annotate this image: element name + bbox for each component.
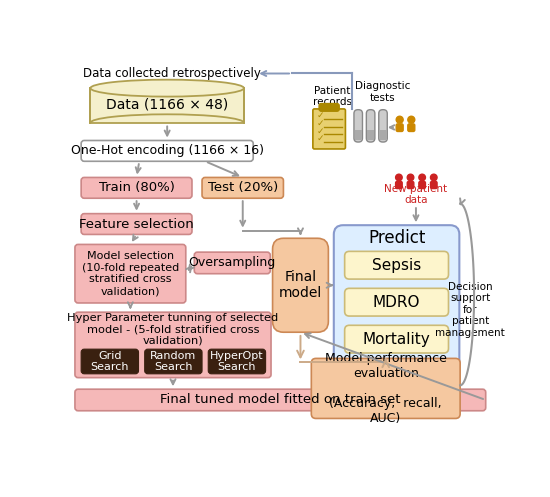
Circle shape [431, 174, 437, 181]
FancyBboxPatch shape [208, 349, 266, 374]
FancyBboxPatch shape [319, 103, 339, 111]
Text: Sepsis: Sepsis [372, 258, 421, 273]
FancyBboxPatch shape [408, 124, 415, 132]
Bar [355, 130, 362, 141]
FancyBboxPatch shape [419, 181, 426, 188]
Text: MDRO: MDRO [373, 295, 420, 310]
FancyBboxPatch shape [345, 251, 448, 279]
FancyBboxPatch shape [354, 110, 362, 142]
Text: Model selection
(10-fold repeated
stratified cross
validation): Model selection (10-fold repeated strati… [82, 251, 179, 296]
Circle shape [407, 174, 414, 181]
FancyBboxPatch shape [145, 349, 202, 374]
Circle shape [395, 174, 402, 181]
FancyBboxPatch shape [396, 124, 403, 132]
Text: ✓: ✓ [317, 134, 324, 143]
FancyBboxPatch shape [81, 349, 139, 374]
FancyBboxPatch shape [273, 238, 328, 332]
Bar [367, 130, 374, 141]
Text: Predict: Predict [368, 229, 425, 248]
Text: Final tuned model fitted on train set: Final tuned model fitted on train set [160, 394, 400, 407]
Text: Train (80%): Train (80%) [98, 181, 174, 194]
Text: One-Hot encoding (1166 × 16): One-Hot encoding (1166 × 16) [71, 145, 263, 158]
Circle shape [396, 116, 403, 123]
Text: HyperOpt
Search: HyperOpt Search [210, 351, 264, 372]
Text: ✓: ✓ [317, 111, 324, 120]
Text: Decision
support
for
patient
management: Decision support for patient management [436, 282, 505, 338]
FancyBboxPatch shape [366, 110, 375, 142]
Text: Random
Search: Random Search [150, 351, 196, 372]
FancyBboxPatch shape [395, 181, 402, 188]
Circle shape [419, 174, 426, 181]
Bar [90, 88, 244, 123]
FancyBboxPatch shape [345, 326, 448, 353]
FancyBboxPatch shape [202, 177, 283, 198]
FancyBboxPatch shape [407, 181, 414, 188]
Text: Diagnostic
tests: Diagnostic tests [355, 81, 410, 103]
FancyBboxPatch shape [75, 389, 486, 411]
FancyBboxPatch shape [75, 245, 186, 303]
FancyBboxPatch shape [311, 358, 460, 418]
Text: Hyper Parameter tunning of selected
model - (5-fold stratified cross
validation): Hyper Parameter tunning of selected mode… [67, 313, 279, 346]
Text: New patient
data: New patient data [384, 183, 448, 205]
Text: Grid
Search: Grid Search [91, 351, 129, 372]
Ellipse shape [90, 80, 244, 96]
Text: ✓: ✓ [317, 127, 324, 136]
FancyBboxPatch shape [194, 252, 270, 274]
Text: Test (20%): Test (20%) [207, 181, 278, 194]
Circle shape [408, 116, 415, 123]
Text: Data (1166 × 48): Data (1166 × 48) [106, 97, 228, 111]
FancyBboxPatch shape [75, 312, 271, 378]
Text: ✓: ✓ [317, 119, 324, 128]
FancyBboxPatch shape [81, 141, 253, 162]
FancyBboxPatch shape [313, 109, 345, 149]
Text: Model performance
evaluation

(Accuracy,  recall,
AUC): Model performance evaluation (Accuracy, … [325, 352, 447, 425]
Text: Patient
records: Patient records [313, 86, 352, 107]
FancyBboxPatch shape [345, 288, 448, 316]
FancyBboxPatch shape [81, 177, 192, 198]
FancyBboxPatch shape [334, 225, 459, 371]
Text: Oversampling: Oversampling [189, 256, 276, 269]
Text: Data collected retrospectively: Data collected retrospectively [83, 67, 261, 80]
Text: Mortality: Mortality [362, 331, 431, 346]
Bar [379, 130, 387, 141]
FancyBboxPatch shape [379, 110, 387, 142]
Text: Final
model: Final model [279, 270, 322, 300]
FancyBboxPatch shape [81, 214, 192, 235]
FancyBboxPatch shape [431, 181, 437, 188]
Text: Feature selection: Feature selection [79, 218, 194, 231]
